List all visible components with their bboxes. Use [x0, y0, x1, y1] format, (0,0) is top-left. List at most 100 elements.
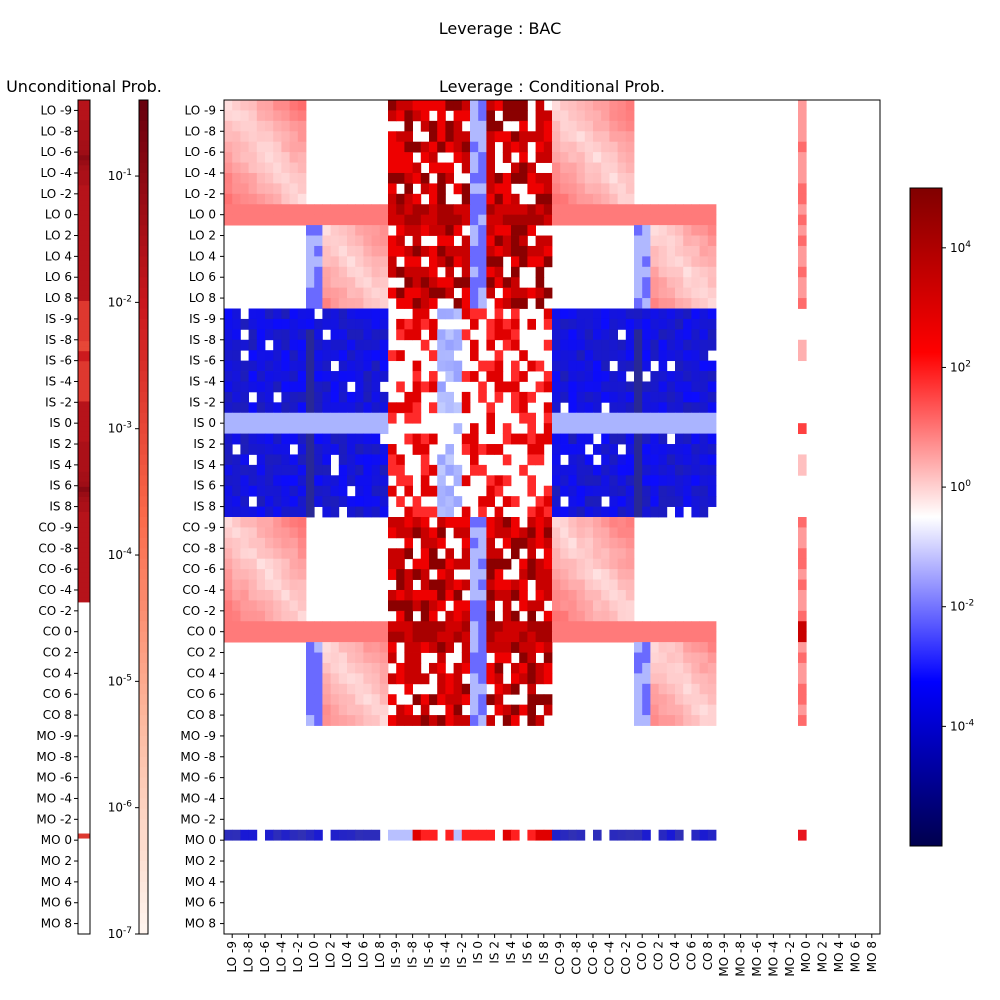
- unconditional-colorbar-cell: [139, 433, 148, 445]
- conditional-prob-cell: [240, 152, 249, 163]
- conditional-prob-cell: [273, 548, 282, 560]
- unconditional-prob-cell: [78, 813, 90, 819]
- conditional-prob-cell: [609, 318, 618, 330]
- conditional-prob-cell: [429, 642, 438, 653]
- conditional-prob-cell: [265, 100, 274, 111]
- unconditional-prob-cell: [78, 788, 90, 794]
- conditional-prob-cell: [256, 423, 266, 435]
- conditional-prob-cell: [404, 642, 413, 653]
- conditional-prob-cell: [396, 287, 405, 299]
- conditional-prob-cell: [273, 433, 282, 445]
- conditional-prob-cell: [322, 631, 331, 643]
- conditional-prob-cell: [691, 444, 700, 455]
- unconditional-prob-cell: [78, 401, 90, 407]
- conditional-prob-cell: [338, 266, 348, 278]
- unconditional-prob-cell: [78, 275, 90, 282]
- conditional-prob-cell: [707, 214, 717, 226]
- conditional-prob-cell: [666, 454, 676, 466]
- conditional-prob-cell: [240, 318, 249, 330]
- conditional-prob-cell: [355, 464, 364, 476]
- conditional-prob-cell: [658, 308, 668, 320]
- conditional-prob-cell: [314, 350, 323, 362]
- conditional-prob-cell: [478, 131, 487, 143]
- conditional-prob-cell: [625, 475, 635, 487]
- unconditional-prob-cell: [78, 406, 90, 412]
- conditional-prob-cell: [461, 193, 471, 205]
- conditional-prob-cell: [412, 298, 422, 309]
- conditional-prob-cell: [699, 464, 709, 476]
- conditional-prob-cell: [494, 329, 504, 341]
- conditional-prob-cell: [445, 235, 454, 247]
- conditional-prob-cell: [609, 391, 618, 403]
- conditional-prob-cell: [683, 256, 692, 268]
- conditional-prob-cell: [445, 558, 454, 570]
- conditional-prob-cell: [437, 631, 446, 643]
- conditional-prob-cell: [601, 308, 610, 320]
- conditional-prob-cell: [601, 600, 610, 612]
- conditional-prob-cell: [256, 371, 266, 382]
- conditional-prob-cell: [273, 631, 282, 643]
- conditional-prob-cell: [699, 433, 709, 445]
- conditional-prob-cell: [355, 673, 364, 685]
- conditional-prob-cell: [273, 444, 282, 455]
- conditional-prob-cell: [289, 423, 299, 435]
- conditional-prob-cell: [568, 183, 577, 195]
- conditional-prob-cell: [396, 589, 405, 601]
- conditional-prob-cell: [248, 444, 258, 455]
- unconditional-row-label: MO -8: [36, 750, 72, 764]
- unconditional-prob-cell: [78, 868, 90, 875]
- unconditional-colorbar-cell: [139, 225, 148, 237]
- conditional-prob-cell: [560, 339, 569, 351]
- conditional-prob-cell: [798, 110, 807, 122]
- conditional-prob-cell: [412, 245, 422, 257]
- conditional-prob-cell: [798, 172, 807, 184]
- unconditional-prob-cell: [78, 140, 90, 146]
- conditional-prob-cell: [552, 475, 561, 487]
- conditional-prob-cell: [601, 517, 610, 528]
- conditional-prob-cell: [658, 266, 668, 278]
- unconditional-colorbar-cell: [139, 245, 148, 257]
- conditional-prob-cell: [691, 423, 700, 435]
- conditional-prob-cell: [273, 172, 282, 184]
- conditional-prob-cell: [798, 517, 807, 528]
- conditional-prob-cell: [470, 642, 479, 653]
- conditional-prob-cell: [297, 454, 307, 466]
- conditional-prob-cell: [429, 464, 438, 476]
- conditional-prob-cell: [609, 423, 618, 435]
- conditional-prob-cell: [486, 631, 495, 643]
- conditional-prob-cell: [535, 266, 545, 278]
- conditional-prob-cell: [363, 683, 372, 695]
- unconditional-prob-cell: [78, 717, 90, 724]
- conditional-prob-cell: [584, 120, 594, 132]
- conditional-prob-cell: [322, 423, 331, 435]
- conditional-prob-cell: [502, 141, 512, 153]
- conditional-prob-cell: [568, 829, 577, 841]
- conditional-prob-cell: [388, 110, 397, 122]
- conditional-prob-cell: [601, 100, 610, 111]
- unconditional-colorbar-cell: [139, 673, 148, 685]
- conditional-prob-cell: [289, 339, 299, 351]
- conditional-prob-cell: [265, 506, 274, 518]
- conditional-row-label: IS 0: [193, 416, 216, 430]
- conditional-prob-cell: [281, 131, 290, 143]
- conditional-prob-cell: [699, 829, 709, 841]
- conditional-prob-cell: [625, 172, 635, 184]
- conditional-prob-cell: [420, 642, 430, 653]
- conditional-prob-cell: [289, 308, 299, 320]
- conditional-prob-cell: [617, 172, 627, 184]
- conditional-prob-cell: [511, 308, 520, 320]
- conditional-prob-cell: [511, 298, 520, 309]
- conditional-prob-cell: [445, 141, 454, 153]
- conditional-prob-cell: [224, 214, 233, 226]
- conditional-prob-cell: [601, 475, 610, 487]
- conditional-prob-cell: [543, 694, 553, 706]
- conditional-prob-cell: [470, 600, 479, 612]
- conditional-prob-cell: [601, 485, 610, 497]
- conditional-prob-cell: [404, 402, 413, 414]
- conditional-prob-cell: [658, 235, 668, 247]
- conditional-column-label: LO -4: [274, 941, 288, 972]
- unconditional-prob-cell: [78, 386, 90, 392]
- conditional-prob-cell: [281, 423, 290, 435]
- conditional-prob-cell: [396, 548, 405, 560]
